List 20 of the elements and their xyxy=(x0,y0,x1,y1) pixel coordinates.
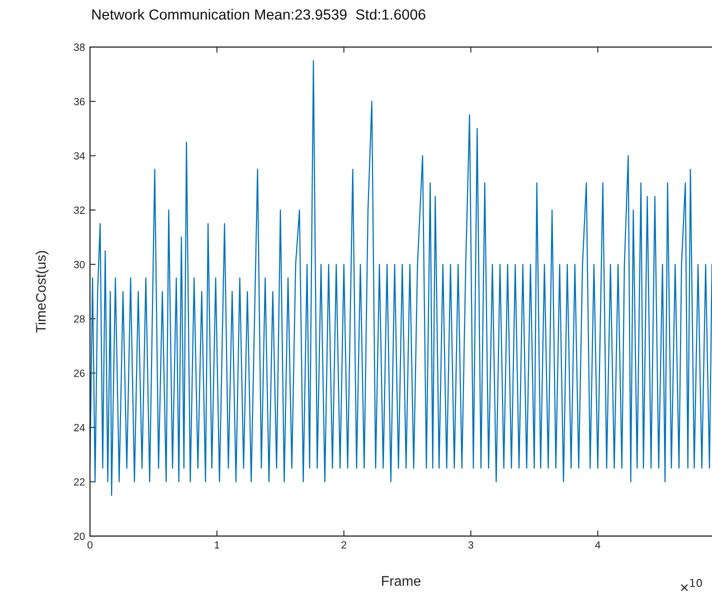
x-tick-label: 1 xyxy=(214,541,220,549)
text: ×$^{10}$ xyxy=(681,578,702,592)
y-tick-label: 32 xyxy=(74,206,85,214)
line-series xyxy=(90,60,712,496)
chart-title: Network Communication Mean:23.9539 Std:1.6006 xyxy=(92,8,426,20)
x-tick-label: 3 xyxy=(468,541,474,549)
x-axis-title: Frame xyxy=(382,576,420,586)
y-tick-label: 30 xyxy=(74,260,85,268)
y-tick-label: 22 xyxy=(74,478,85,486)
y-tick-label: 28 xyxy=(74,315,85,323)
y-tick-label: 36 xyxy=(74,98,85,106)
x-tick-label: 0 xyxy=(88,541,92,549)
x-tick-label: 2 xyxy=(342,541,346,549)
y-tick-label: 24 xyxy=(74,424,85,432)
y-axis-title: TimeCost(us) xyxy=(36,251,49,333)
y-tick-label: 38 xyxy=(74,44,85,51)
y-tick-label: 26 xyxy=(74,370,85,377)
y-tick-label: 34 xyxy=(74,152,85,160)
x-tick-label: 4 xyxy=(595,541,600,549)
y-tick-label: 20 xyxy=(74,532,85,540)
